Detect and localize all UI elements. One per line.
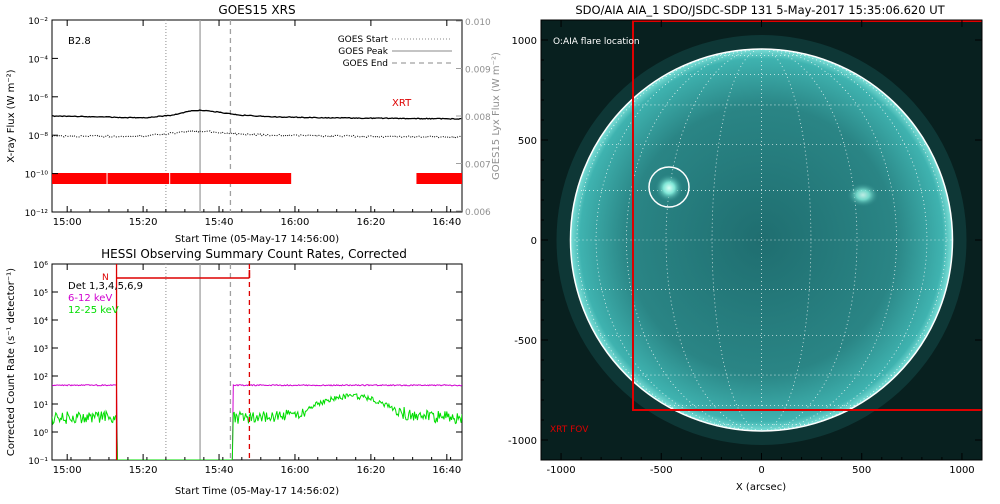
goes-y2tick-label: 0.007 — [465, 161, 491, 171]
goes-ytick-label: 10⁻⁶ — [28, 94, 48, 104]
hessi-xtick-label: 15:20 — [129, 465, 158, 476]
hessi-xtick-label: 16:20 — [356, 465, 385, 476]
flare-brightening — [655, 174, 683, 202]
goes-class-label: B2.8 — [68, 36, 91, 47]
aia-fov-label: XRT FOV — [550, 425, 589, 435]
goes-ytick-label: 10⁻¹² — [25, 209, 49, 219]
aia-ytick-label: -500 — [514, 336, 537, 347]
hessi-xtick-label: 16:00 — [281, 465, 310, 476]
aia-ytick-label: 500 — [518, 136, 537, 147]
hessi-detectors-label: Det 1,3,4,5,6,9 — [68, 281, 143, 292]
aia-flare-label: O:AIA flare location — [553, 37, 640, 47]
hessi-ytick-label: 10⁵ — [33, 289, 48, 299]
goes-legend: GOES Start GOES Peak GOES End — [338, 35, 452, 69]
goes-xtick-label: 15:40 — [205, 217, 234, 228]
hessi-plot-frame — [51, 263, 463, 461]
goes-xtick-label: 16:40 — [432, 217, 461, 228]
hessi-ytick-label: 10⁻¹ — [28, 457, 48, 467]
goes-panel: GOES15 XRS 15:00 15:20 15:40 16:00 16:20 16:4… — [6, 3, 502, 245]
goes-ylabel: X-ray Flux (W m⁻²) — [6, 69, 17, 162]
hessi-ytick-label: 10¹ — [33, 401, 48, 411]
xrt-observation-bar — [416, 173, 462, 184]
goes-ytick-label: 10⁻² — [28, 17, 48, 27]
hessi-6-12-kev-series — [52, 384, 462, 460]
aia-ytick-label: -1000 — [508, 436, 537, 447]
goes-y2tick-label: 0.006 — [465, 208, 491, 218]
hessi-12-25-kev-series — [52, 393, 462, 460]
goes-title: GOES15 XRS — [218, 3, 295, 17]
aia-axes: -1000 -500 0 500 1000 -1000 -500 0 500 1000 — [508, 20, 982, 476]
goes-ytick-label: 10⁻¹⁰ — [25, 171, 49, 181]
flare-location-circle — [648, 166, 690, 208]
aia-xtick-label: -500 — [650, 465, 673, 476]
hessi-xlabel: Start Time (05-May-17 14:56:02) — [175, 486, 339, 497]
hessi-ytick-label: 10⁰ — [33, 429, 48, 439]
legend-goes-peak: GOES Peak — [338, 47, 388, 57]
hessi-ytick-label: 10⁶ — [33, 261, 48, 271]
hessi-marks — [52, 264, 462, 460]
goes-axes: 15:00 15:20 15:40 16:00 16:20 16:40 10⁻¹² 10⁻¹⁰… — [25, 17, 491, 228]
goes-marks — [52, 20, 462, 212]
goes-xrt-label: XRT — [392, 98, 412, 109]
hessi-legend-12-25: 12-25 keV — [68, 305, 119, 316]
aia-xtick-label: 0 — [758, 465, 764, 476]
aia-panel: SDO/AIA AIA_1 SDO/JSDC-SDP 131 5-May-201… — [508, 3, 983, 493]
goes-ytick-label: 10⁻⁸ — [28, 132, 48, 142]
hessi-night-label: N — [102, 273, 109, 283]
hessi-panel: HESSI Observing Summary Count Rates, Cor… — [6, 247, 463, 497]
hessi-xtick-label: 15:40 — [205, 465, 234, 476]
hessi-ytick-label: 10² — [33, 373, 48, 383]
xrt-fov-box — [632, 20, 982, 411]
goes-xtick-label: 15:00 — [53, 217, 82, 228]
hessi-xtick-label: 15:00 — [53, 465, 82, 476]
goes-xlabel: Start Time (05-May-17 14:56:00) — [175, 234, 339, 245]
aia-title: SDO/AIA AIA_1 SDO/JSDC-SDP 131 5-May-201… — [575, 3, 945, 17]
goes-y2tick-label: 0.010 — [465, 18, 491, 28]
aia-ytick-label: 0 — [531, 236, 537, 247]
solar-limb — [569, 48, 954, 432]
legend-goes-end: GOES End — [343, 59, 388, 69]
aia-xtick-label: 500 — [852, 465, 871, 476]
goes-ylabel2: GOES15 Lyx Flux (W m⁻²) — [491, 52, 502, 180]
goes-xtick-label: 16:00 — [281, 217, 310, 228]
legend-goes-start: GOES Start — [338, 35, 389, 45]
hessi-xtick-label: 16:40 — [432, 465, 461, 476]
aia-image — [556, 20, 982, 445]
hessi-ylabel: Corrected Count Rate (s⁻¹ detector⁻¹) — [6, 268, 17, 456]
aia-xtick-label: 1000 — [949, 465, 974, 476]
aia-xtick-label: -1000 — [547, 465, 576, 476]
goes-y2tick-label: 0.009 — [465, 66, 491, 76]
aia-ytick-label: 1000 — [512, 36, 537, 47]
goes-short-flux-series — [52, 109, 462, 120]
active-region-brightening — [847, 183, 879, 207]
goes-ytick-label: 10⁻⁴ — [28, 55, 48, 65]
hessi-ytick-label: 10⁴ — [33, 317, 48, 327]
goes-xtick-label: 16:20 — [356, 217, 385, 228]
hessi-axes: 15:00 15:20 15:40 16:00 16:20 16:40 10⁻¹ 10⁰ 10¹… — [28, 261, 462, 476]
grid-longitude-line — [761, 48, 928, 432]
hessi-legend-6-12: 6-12 keV — [68, 293, 112, 304]
goes-y2tick-label: 0.008 — [465, 113, 491, 123]
goes-xtick-label: 15:20 — [129, 217, 158, 228]
grid-longitude-line — [595, 48, 762, 432]
xrt-observation-bar — [52, 173, 292, 184]
goes-long-flux-series — [52, 129, 462, 139]
hessi-ytick-label: 10³ — [33, 345, 48, 355]
hessi-title: HESSI Observing Summary Count Rates, Cor… — [101, 247, 407, 261]
aia-xlabel: X (arcsec) — [736, 482, 786, 493]
